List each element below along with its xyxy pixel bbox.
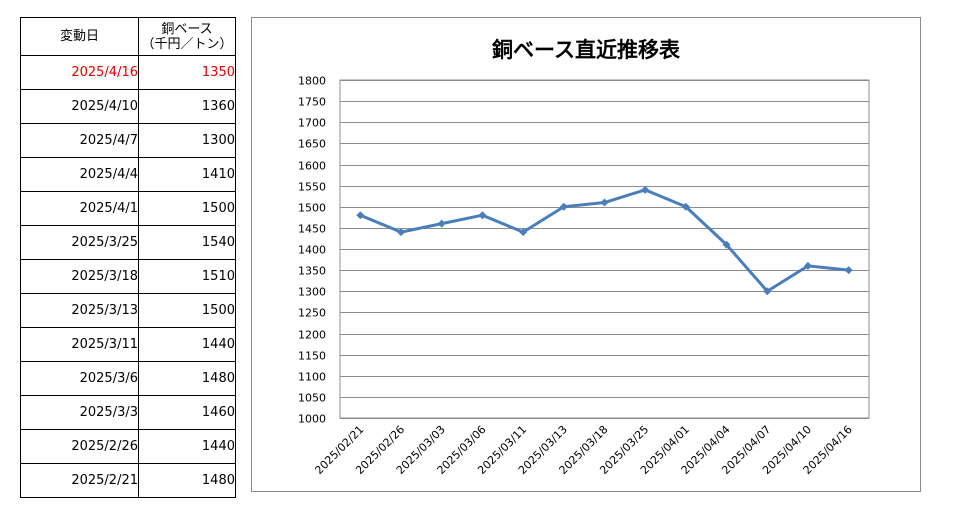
data-point [844,266,853,275]
row-date: 2025/2/21 [20,463,139,498]
row-price: 1480 [138,463,236,498]
row-price: 1500 [138,191,236,226]
table-row: 2025/4/1 1500 [20,191,236,226]
y-tick-label: 1100 [298,371,326,384]
data-point [478,211,487,220]
table-row: 2025/3/6 1480 [20,361,236,396]
data-point [681,202,690,211]
y-tick-label: 1650 [298,138,326,151]
table-row: 2025/3/3 1460 [20,395,236,430]
table-row: 2025/4/16 1350 [20,55,236,90]
row-price: 1410 [138,157,236,192]
y-tick-label: 1800 [298,75,326,88]
table-header-row: 変動日 銅ベース （千円／トン） [20,17,236,56]
row-price: 1440 [138,327,236,362]
y-tick-label: 1350 [298,265,326,278]
y-tick-label: 1750 [298,96,326,109]
table-row: 2025/2/21 1480 [20,463,236,498]
row-price: 1480 [138,361,236,396]
data-point [559,202,568,211]
header-price-line1: 銅ベース [161,21,213,37]
y-tick-label: 1600 [298,160,326,173]
row-price: 1350 [138,55,236,90]
row-price: 1460 [138,395,236,430]
y-tick-label: 1700 [298,117,326,130]
price-table: 変動日 銅ベース （千円／トン） 2025/4/16 1350 2025/4/10 1… [20,17,236,498]
table-body: 2025/4/16 1350 2025/4/10 1360 2025/4/7 1300 20… [20,55,236,498]
row-price: 1510 [138,259,236,294]
data-point [803,261,812,270]
table-row: 2025/4/7 1300 [20,123,236,158]
row-date: 2025/3/3 [20,395,139,430]
chart-title: 銅ベース直近推移表 [492,38,680,62]
row-price: 1440 [138,429,236,464]
row-date: 2025/3/11 [20,327,139,362]
y-tick-label: 1450 [298,223,326,236]
y-tick-label: 1000 [298,413,326,426]
data-point [519,228,528,237]
table-row: 2025/4/10 1360 [20,89,236,124]
row-date: 2025/4/7 [20,123,139,158]
data-point [397,228,406,237]
y-tick-label: 1300 [298,286,326,299]
row-date: 2025/3/25 [20,225,139,260]
y-tick-label: 1250 [298,307,326,320]
row-date: 2025/4/16 [20,55,139,90]
data-point [763,287,772,296]
table-row: 2025/2/26 1440 [20,429,236,464]
header-date: 変動日 [20,17,139,56]
line-chart: 1000 1050 1100 1150 1200 1250 1300 1350 1400 1450… [298,75,870,477]
y-tick-label: 1500 [298,202,326,215]
row-date: 2025/3/6 [20,361,139,396]
y-tick-label: 1050 [298,392,326,405]
row-date: 2025/3/13 [20,293,139,328]
header-price-line2: （千円／トン） [141,36,233,52]
row-date: 2025/4/4 [20,157,139,192]
row-price: 1300 [138,123,236,158]
table-row: 2025/3/11 1440 [20,327,236,362]
header-price: 銅ベース （千円／トン） [138,17,236,56]
row-date: 2025/4/10 [20,89,139,124]
table-row: 2025/3/18 1510 [20,259,236,294]
row-price: 1360 [138,89,236,124]
y-tick-label: 1200 [298,329,326,342]
data-point [356,211,365,220]
table-row: 2025/3/25 1540 [20,225,236,260]
data-point [641,185,650,194]
data-point [722,240,731,249]
row-price: 1500 [138,293,236,328]
chart-frame: 銅ベース直近推移表 1000 1050 1100 1150 1200 1250 1300 13… [251,17,921,492]
row-date: 2025/3/18 [20,259,139,294]
row-price: 1540 [138,225,236,260]
y-tick-label: 1550 [298,181,326,194]
y-tick-label: 1400 [298,244,326,257]
table-row: 2025/3/13 1500 [20,293,236,328]
data-point [437,219,446,228]
row-date: 2025/2/26 [20,429,139,464]
data-point [600,198,609,207]
y-tick-label: 1150 [298,350,326,363]
row-date: 2025/4/1 [20,191,139,226]
table-row: 2025/4/4 1410 [20,157,236,192]
